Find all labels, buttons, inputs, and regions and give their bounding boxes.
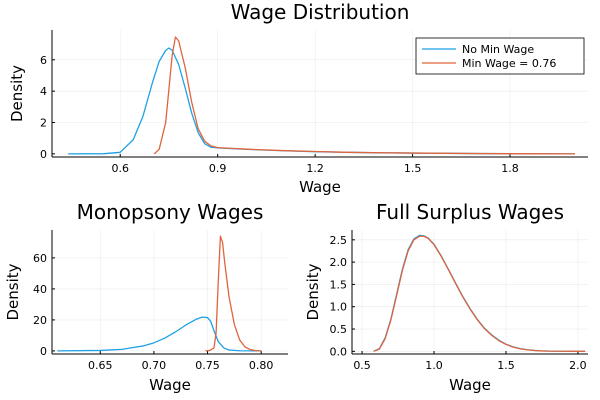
wage-distribution-panel: 0.6 0.9 1.2 1.5 1.8 0 2 4 6 Wage Distribution Wage… [8,0,588,196]
y-tick-label: 1.5 [330,278,348,291]
x-tick-label: 1.8 [501,162,519,175]
y-tick-label: 0 [40,148,47,161]
y-tick-label: 0 [40,345,47,358]
y-tick-label: 20 [33,314,47,327]
chart-title: Wage Distribution [231,0,410,24]
legend-box [415,37,585,75]
x-tick-label: 0.65 [88,359,113,372]
x-tick-label: 2.0 [569,359,587,372]
x-axis-label: Wage [149,376,191,394]
y-axis-label: Density [304,263,322,320]
full-surplus-panel: 0.5 1.0 1.5 2.0 0.0 0.5 1.0 1.5 2.0 2.5 Full Surpl… [304,200,588,394]
x-tick-label: 0.75 [195,359,220,372]
y-tick-label: 4 [40,85,47,98]
y-tick-label: 2.0 [330,256,348,269]
legend-label: Min Wage = 0.76 [462,57,556,70]
x-tick-label: 1.2 [306,162,324,175]
monopsony-panel: 0.65 0.70 0.75 0.80 0 20 40 60 Monopsony Wages Wa… [4,200,288,394]
x-tick-label: 0.6 [111,162,129,175]
x-tick-label: 0.70 [142,359,167,372]
x-tick-label: 1.5 [497,359,515,372]
x-tick-label: 0.9 [209,162,227,175]
series-line-no-min-wage [373,234,586,352]
x-tick-label: 0.5 [353,359,371,372]
y-tick-label: 2.5 [330,234,348,247]
x-tick-label: 1.5 [404,162,422,175]
chart-title: Full Surplus Wages [376,200,564,224]
y-tick-label: 40 [33,283,47,296]
y-tick-label: 60 [33,252,47,265]
series-line-min-wage [153,36,576,155]
x-tick-label: 1.0 [425,359,443,372]
series-line-min-wage [205,235,262,352]
chart-title: Monopsony Wages [77,200,264,224]
x-tick-label: 0.80 [249,359,274,372]
series-line-min-wage [373,235,586,352]
x-axis-label: Wage [299,178,341,196]
y-tick-label: 6 [40,54,47,67]
y-tick-label: 0.0 [330,345,348,358]
y-axis-label: Density [4,263,22,320]
y-tick-label: 2 [40,117,47,130]
y-tick-label: 0.5 [330,323,348,336]
series-line-no-min-wage [57,316,262,352]
x-axis-label: Wage [449,376,491,394]
legend-label: No Min Wage [462,43,534,56]
y-axis-label: Density [8,65,26,122]
y-tick-label: 1.0 [330,301,348,314]
